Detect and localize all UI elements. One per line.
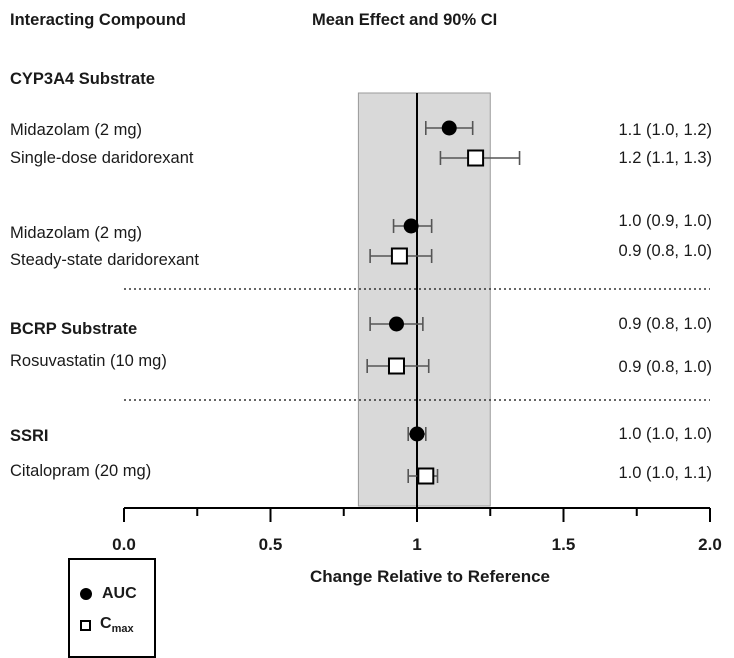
legend-item-auc: AUC (80, 585, 137, 603)
point-estimate (417, 467, 435, 485)
cmax-marker (439, 149, 521, 167)
data-marks (366, 120, 521, 485)
point-estimate (467, 149, 485, 167)
column-header-effect: Mean Effect and 90% CI (312, 11, 498, 29)
legend: AUC Cmax (68, 558, 156, 658)
x-tick-label: 1 (412, 535, 421, 554)
ci-value: 1.1 (1.0, 1.2) (618, 121, 712, 139)
x-tick-label: 0.0 (112, 535, 136, 554)
group-label-cyp3a4: CYP3A4 Substrate (10, 70, 155, 88)
x-tick-label: 1.5 (552, 535, 576, 554)
point-estimate (387, 357, 405, 375)
point-estimate (403, 218, 419, 234)
row-label: Midazolam (2 mg) (10, 224, 143, 242)
group-label-ssri: SSRI (10, 427, 49, 445)
ci-value: 1.0 (1.0, 1.0) (618, 425, 712, 443)
x-tick-label: 0.5 (259, 535, 283, 554)
open-square-icon (80, 619, 91, 631)
auc-marker (392, 218, 433, 234)
cmax-marker (366, 357, 430, 375)
legend-label-cmax: Cmax (100, 615, 134, 636)
ci-value: 1.2 (1.1, 1.3) (618, 149, 712, 167)
ci-value: 0.9 (0.8, 1.0) (618, 315, 712, 333)
row-label: Citalopram (20 mg) (10, 462, 152, 480)
column-header-compound: Interacting Compound (10, 11, 186, 29)
ci-value: 0.9 (0.8, 1.0) (618, 358, 712, 376)
point-estimate (390, 247, 408, 265)
ci-value: 1.0 (0.9, 1.0) (618, 212, 712, 230)
x-axis-title: Change Relative to Reference (310, 567, 550, 586)
row-label: Single-dose daridorexant (10, 149, 194, 167)
group-label-bcrp: BCRP Substrate (10, 320, 138, 338)
filled-circle-icon (80, 588, 92, 600)
legend-item-cmax: Cmax (80, 615, 134, 635)
point-estimate (388, 316, 404, 332)
legend-label-auc: AUC (102, 585, 137, 602)
row-label: Rosuvastatin (10 mg) (10, 352, 167, 370)
auc-marker (407, 426, 427, 442)
point-estimate (441, 120, 457, 136)
ci-value: 0.9 (0.8, 1.0) (618, 242, 712, 260)
auc-marker (369, 316, 424, 332)
point-estimate (409, 426, 425, 442)
x-axis: 0.0 0.5 1 1.5 2.0 (112, 507, 722, 554)
row-label: Midazolam (2 mg) (10, 121, 143, 139)
x-tick-label: 2.0 (698, 535, 722, 554)
auc-marker (424, 120, 474, 136)
cmax-marker (407, 467, 439, 485)
ci-value: 1.0 (1.0, 1.1) (618, 464, 712, 482)
cmax-marker (369, 247, 433, 265)
row-label: Steady-state daridorexant (10, 251, 199, 269)
